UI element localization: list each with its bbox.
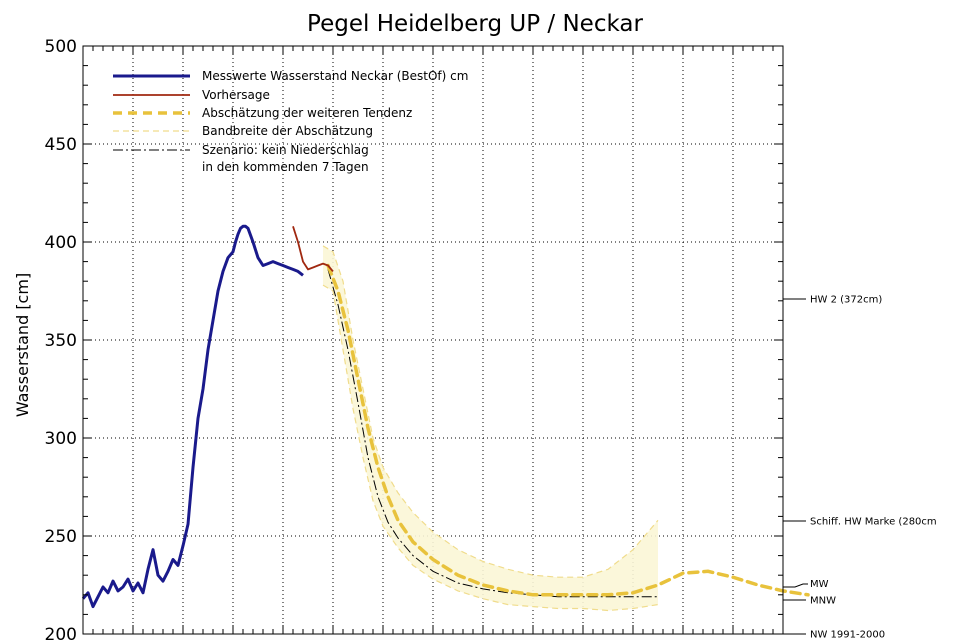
trend-line: [326, 263, 810, 597]
reference-mark: NW 1991-2000: [783, 630, 885, 640]
reference-label: HW 2 (372cm): [810, 295, 882, 306]
reference-label: Schiff. HW Marke (280cm: [810, 517, 937, 528]
reference-label: NW 1991-2000: [810, 630, 885, 640]
estimate-band: [322, 245, 659, 612]
legend-label-trend: Abschätzung der weiteren Tendenz: [202, 106, 412, 120]
y-tick-label: 250: [45, 527, 77, 547]
grid: [83, 46, 783, 634]
y-tick-labels: 200 250 300 350 400 450 500: [45, 37, 77, 640]
y-axis-label: Wasserstand [cm]: [13, 273, 32, 417]
legend-label-scenario: Szenario: kein Niederschlag: [202, 143, 369, 157]
legend-label-measured: Messwerte Wasserstand Neckar (BestOf) cm: [202, 69, 468, 83]
axes: [82, 45, 784, 635]
legend-label-forecast: Vorhersage: [202, 88, 270, 102]
legend-label-band: Bandbreite der Abschätzung: [202, 124, 373, 138]
band-lower-line: [322, 284, 659, 612]
reference-label: MW: [810, 579, 829, 590]
reference-mark: MW: [783, 579, 829, 590]
chart-title: Pegel Heidelberg UP / Neckar: [307, 11, 643, 37]
measured-line: [81, 224, 304, 609]
y-tick-label: 350: [45, 331, 77, 351]
y-tick-label: 400: [45, 233, 77, 253]
forecast-line: [292, 226, 334, 272]
y-tick-label: 300: [45, 429, 77, 449]
reference-marks: HW 2 (372cm) Schiff. HW Marke (280cm MW MNW…: [783, 295, 937, 640]
band-fill: [323, 245, 658, 611]
legend: Messwerte Wasserstand Neckar (BestOf) cm…: [113, 69, 468, 174]
band-upper-line: [322, 245, 659, 578]
y-tick-label: 200: [45, 625, 77, 640]
reference-mark: Schiff. HW Marke (280cm: [783, 517, 937, 528]
scenario-line: [327, 269, 658, 598]
reference-mark: HW 2 (372cm): [783, 295, 882, 306]
y-tick-label: 450: [45, 135, 77, 155]
reference-mark: MNW: [783, 596, 836, 607]
reference-tick: [783, 583, 808, 588]
legend-label-scenario-line2: in den kommenden 7 Tagen: [202, 160, 369, 174]
y-tick-label: 500: [45, 37, 77, 57]
reference-label: MNW: [810, 596, 836, 607]
series-lines: [81, 224, 810, 609]
